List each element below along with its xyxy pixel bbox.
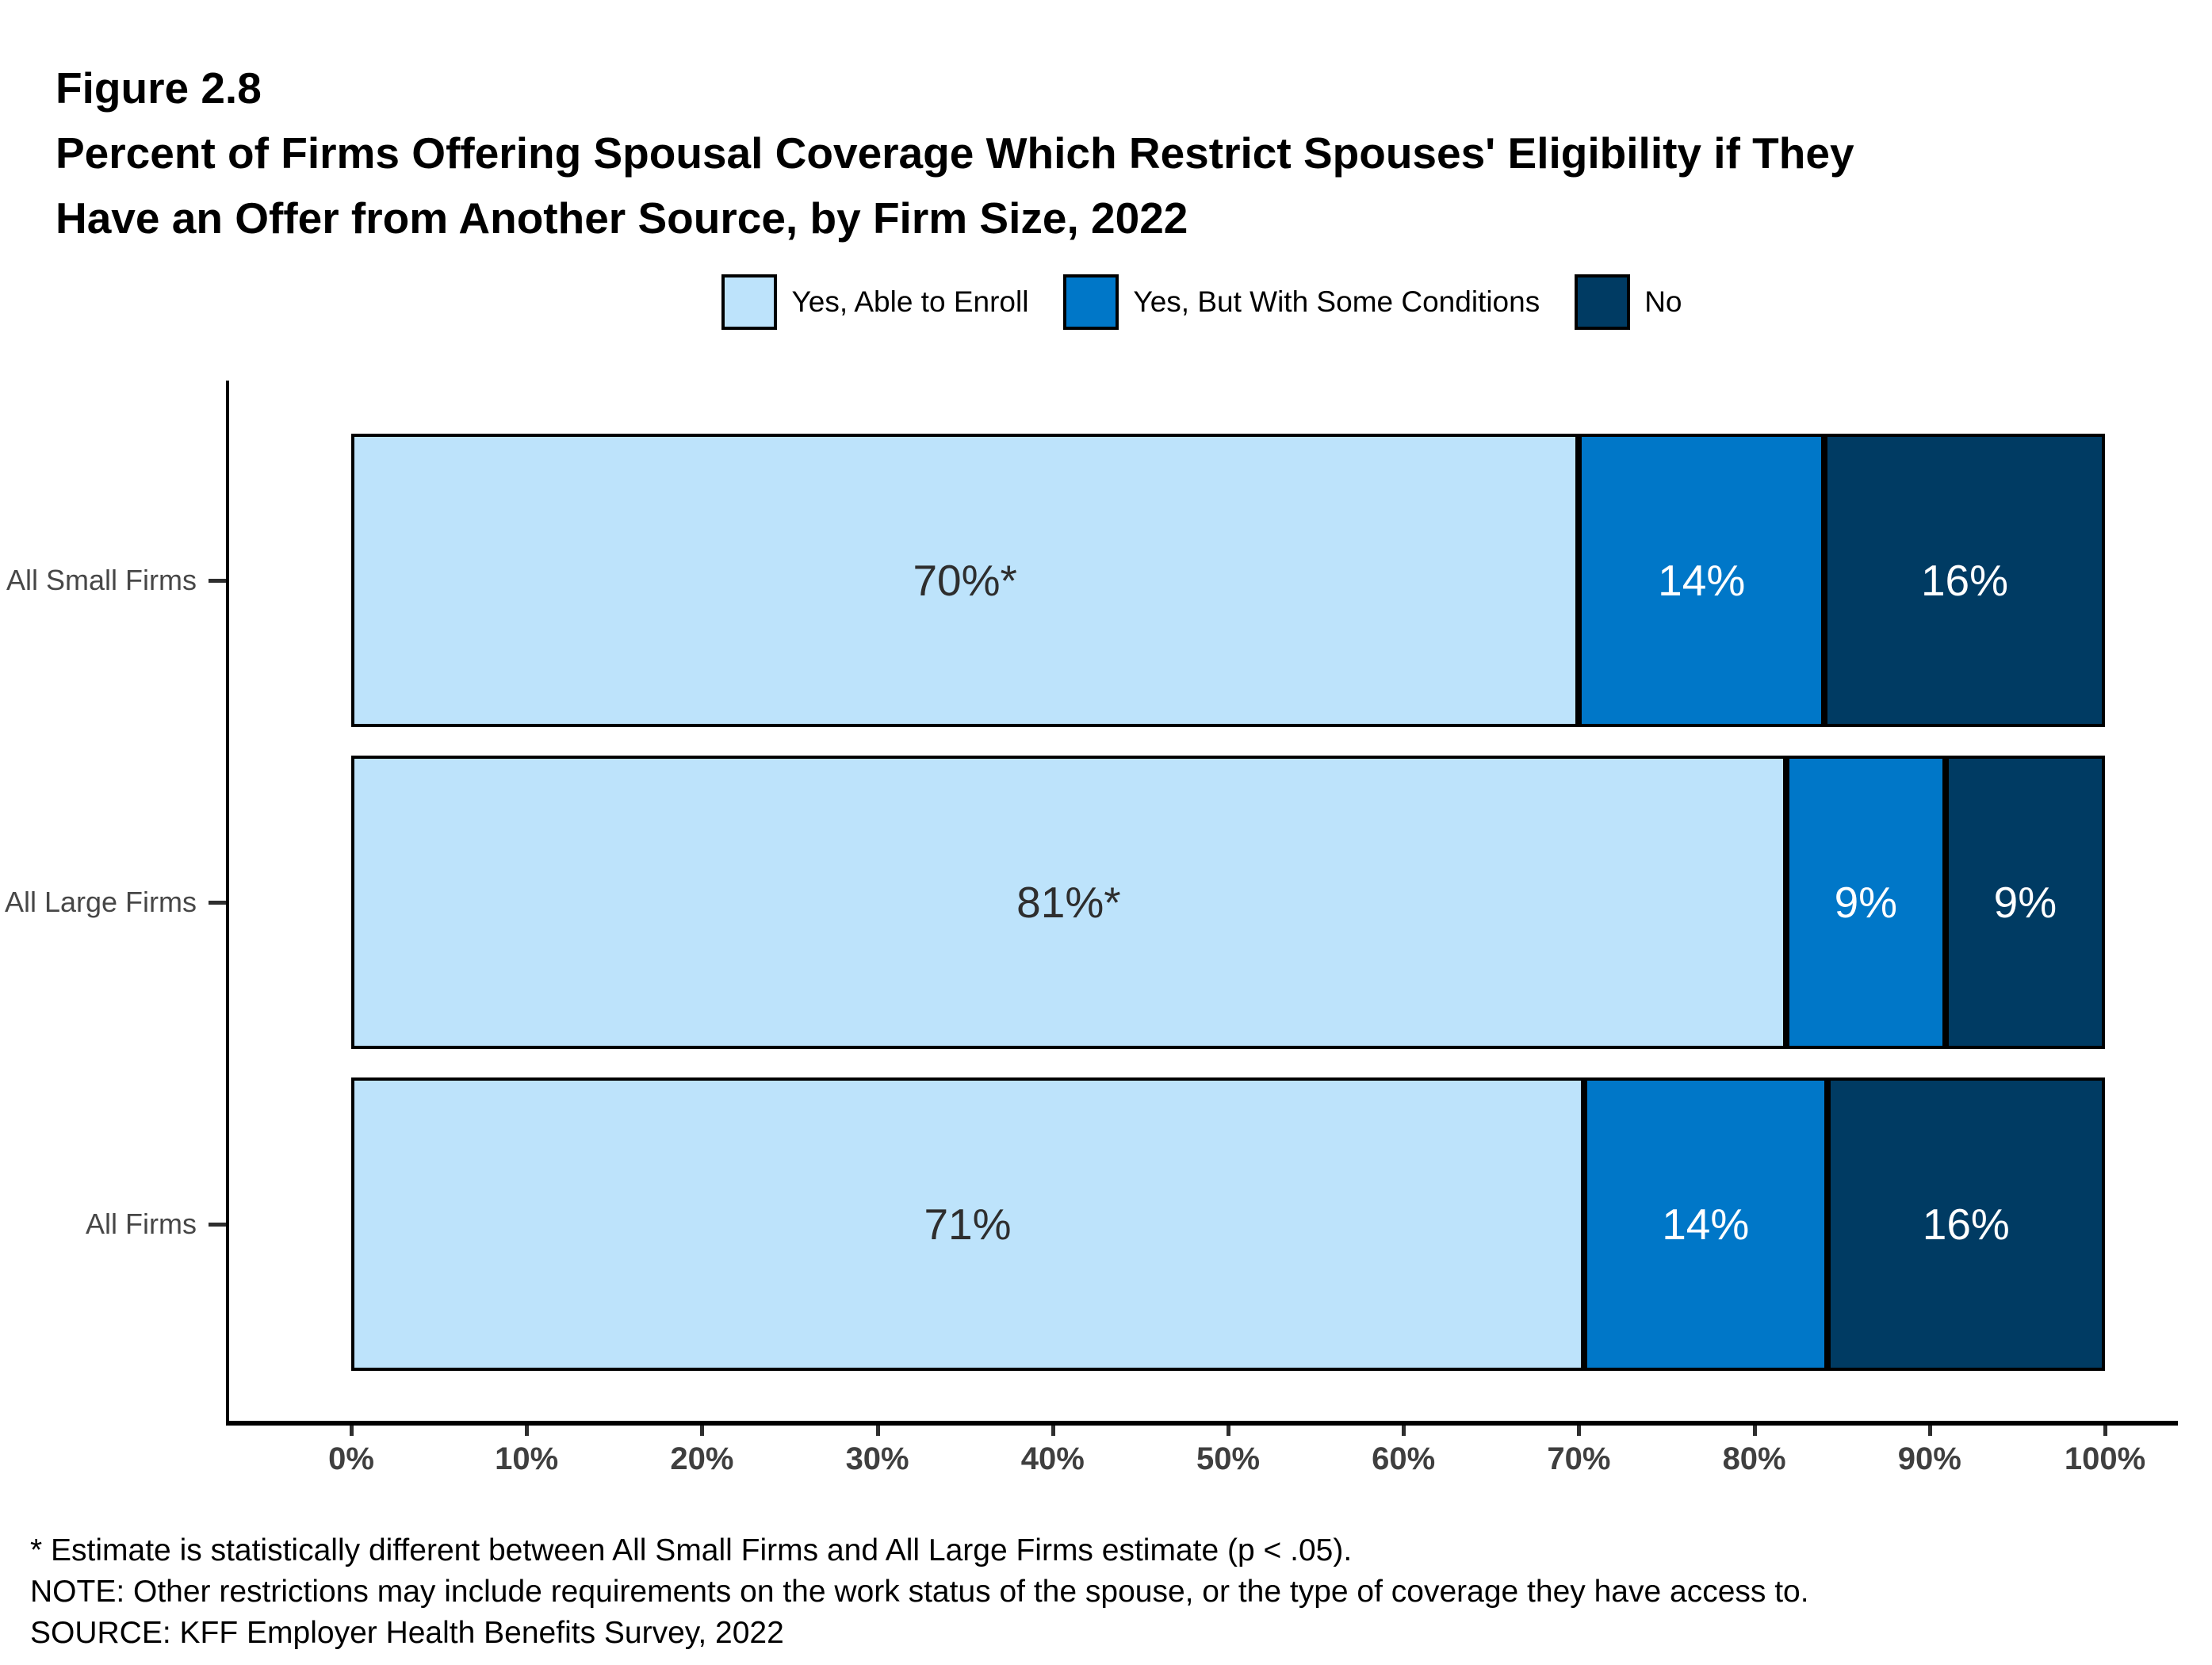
x-axis-tick-label: 20%	[670, 1441, 734, 1476]
chart-title-line-1: Percent of Firms Offering Spousal Covera…	[55, 128, 1854, 178]
y-axis-label-all-small-firms: All Small Firms	[6, 564, 197, 596]
x-axis-tick	[1402, 1426, 1406, 1436]
bar-segment-label: 14%	[1662, 1200, 1750, 1249]
bar-all-large-firms: 81%* 9% 9%	[351, 756, 2105, 1049]
x-axis-tick-label: 70%	[1547, 1441, 1611, 1476]
x-axis-tick-label: 40%	[1020, 1441, 1085, 1476]
x-axis-tick	[700, 1426, 705, 1436]
x-axis-tick	[1577, 1426, 1582, 1436]
legend-item-yes-able-to-enroll: Yes, Able to Enroll	[721, 274, 1028, 330]
legend-label: Yes, But With Some Conditions	[1133, 285, 1540, 318]
x-axis-tick	[1752, 1426, 1757, 1436]
x-axis-tick-label: 90%	[1897, 1441, 1961, 1476]
bar-segment: 14%	[1583, 1077, 1827, 1371]
x-axis-line	[226, 1421, 2178, 1426]
footnotes: * Estimate is statistically different be…	[30, 1530, 1809, 1654]
footnote-significance: * Estimate is statistically different be…	[30, 1533, 1353, 1567]
x-axis-tick-label: 0%	[328, 1441, 374, 1476]
legend: Yes, Able to Enroll Yes, But With Some C…	[228, 274, 2176, 330]
bar-segment-label: 70%*	[913, 556, 1017, 605]
y-axis-line	[226, 381, 229, 1426]
bar-segment: 81%*	[351, 756, 1786, 1049]
y-axis-label-all-firms: All Firms	[86, 1208, 197, 1240]
x-axis-tick	[1927, 1426, 1932, 1436]
bar-segment: 14%	[1579, 434, 1825, 727]
legend-swatch-medium-blue	[1063, 274, 1119, 330]
x-axis-tick-label: 10%	[495, 1441, 559, 1476]
y-axis-label-all-large-firms: All Large Firms	[4, 886, 197, 918]
chart-header: Figure 2.8 Percent of Firms Offering Spo…	[55, 56, 1854, 251]
x-axis-tick	[525, 1426, 530, 1436]
bar-segment-label: 81%*	[1016, 878, 1121, 927]
legend-swatch-dark-navy	[1575, 274, 1631, 330]
legend-label: No	[1644, 285, 1682, 318]
bar-segment-label: 16%	[1922, 1200, 2010, 1249]
bar-segment-label: 9%	[1834, 878, 1898, 927]
legend-item-no: No	[1575, 274, 1682, 330]
bar-segment: 9%	[1785, 756, 1946, 1049]
bar-segment-label: 16%	[1920, 556, 2009, 605]
bar-segment-label: 9%	[1993, 878, 2057, 927]
bar-segment: 70%*	[351, 434, 1579, 727]
y-axis-tick	[209, 579, 226, 583]
figure-number: Figure 2.8	[55, 63, 262, 113]
x-axis-tick	[2103, 1426, 2107, 1436]
x-axis-tick	[350, 1426, 354, 1436]
legend-swatch-light-blue	[721, 274, 778, 330]
bar-segment: 71%	[351, 1077, 1584, 1371]
bar-segment: 9%	[1945, 756, 2105, 1049]
bar-segment-label: 14%	[1658, 556, 1746, 605]
y-axis-tick	[209, 901, 226, 905]
x-axis-tick-label: 100%	[2064, 1441, 2146, 1476]
x-axis-tick-label: 80%	[1722, 1441, 1786, 1476]
footnote-source: SOURCE: KFF Employer Health Benefits Sur…	[30, 1616, 784, 1650]
bar-all-firms: 71% 14% 16%	[351, 1077, 2105, 1371]
legend-label: Yes, Able to Enroll	[791, 285, 1029, 318]
legend-item-yes-with-conditions: Yes, But With Some Conditions	[1063, 274, 1540, 330]
x-axis-tick	[1051, 1426, 1055, 1436]
x-axis-tick	[1227, 1426, 1230, 1436]
chart-title-line-2: Have an Offer from Another Source, by Fi…	[55, 193, 1188, 243]
x-axis-tick-label: 50%	[1196, 1441, 1261, 1476]
bar-segment-label: 71%	[924, 1200, 1012, 1249]
bar-segment: 16%	[1824, 434, 2105, 727]
bar-segment: 16%	[1827, 1077, 2105, 1371]
bar-all-small-firms: 70%* 14% 16%	[351, 434, 2105, 727]
x-axis-tick	[875, 1426, 880, 1436]
footnote-note: NOTE: Other restrictions may include req…	[30, 1575, 1809, 1609]
x-axis-tick-label: 60%	[1372, 1441, 1436, 1476]
x-axis-tick-label: 30%	[845, 1441, 909, 1476]
y-axis-tick	[209, 1223, 226, 1227]
